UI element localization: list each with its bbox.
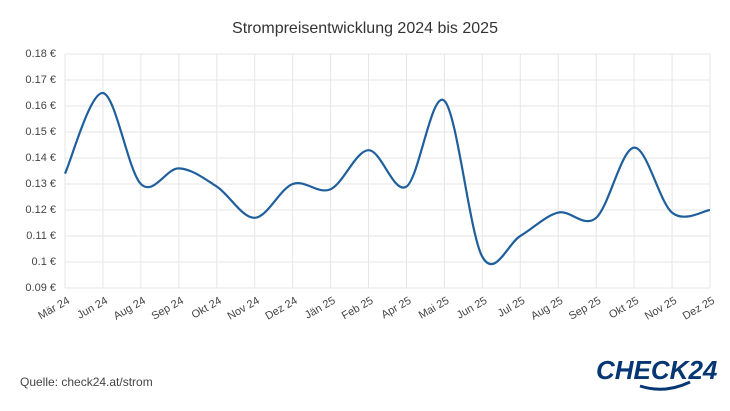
x-tick-label: Jun 24	[75, 295, 110, 322]
x-tick-label: Aug 24	[112, 295, 148, 323]
y-tick-label: 0.12 €	[25, 204, 56, 216]
chart-title: Strompreisentwicklung 2024 bis 2025	[232, 20, 498, 37]
x-tick-label: Sep 24	[150, 295, 186, 323]
y-tick-label: 0.13 €	[25, 178, 56, 190]
x-tick-label: Apr 25	[379, 295, 413, 322]
y-tick-label: 0.16 €	[25, 100, 56, 112]
x-tick-label: Dez 24	[263, 295, 299, 323]
y-tick-label: 0.18 €	[25, 48, 56, 60]
x-tick-label: Dez 25	[681, 295, 717, 323]
x-tick-label: Nov 24	[225, 295, 261, 323]
x-tick-label: Nov 25	[643, 295, 679, 323]
y-tick-label: 0.14 €	[25, 152, 56, 164]
y-tick-label: 0.1 €	[32, 256, 56, 268]
x-tick-label: Jul 25	[496, 295, 527, 320]
logo: CHECK24	[596, 355, 718, 385]
line	[63, 91, 711, 266]
y-tick-label: 0.17 €	[25, 74, 56, 86]
x-tick-label: Sep 25	[567, 295, 603, 323]
x-tick-label: Mär 24	[36, 295, 72, 323]
y-tick-label: 0.09 €	[25, 282, 56, 294]
x-tick-label: Okt 24	[190, 295, 224, 322]
y-tick-label: 0.15 €	[25, 126, 56, 138]
x-tick-label: Mai 25	[417, 295, 452, 322]
source: Quelle: check24.at/strom	[20, 375, 153, 389]
x-tick-label: Jän 25	[303, 295, 338, 322]
x-tick-label: Jun 25	[455, 295, 490, 322]
x-tick-label: Feb 25	[340, 295, 376, 323]
y-tick-label: 0.11 €	[26, 230, 56, 242]
logo-swoosh	[639, 380, 691, 391]
x-tick-label: Aug 25	[529, 295, 565, 323]
x-tick-label: Okt 25	[607, 295, 641, 322]
